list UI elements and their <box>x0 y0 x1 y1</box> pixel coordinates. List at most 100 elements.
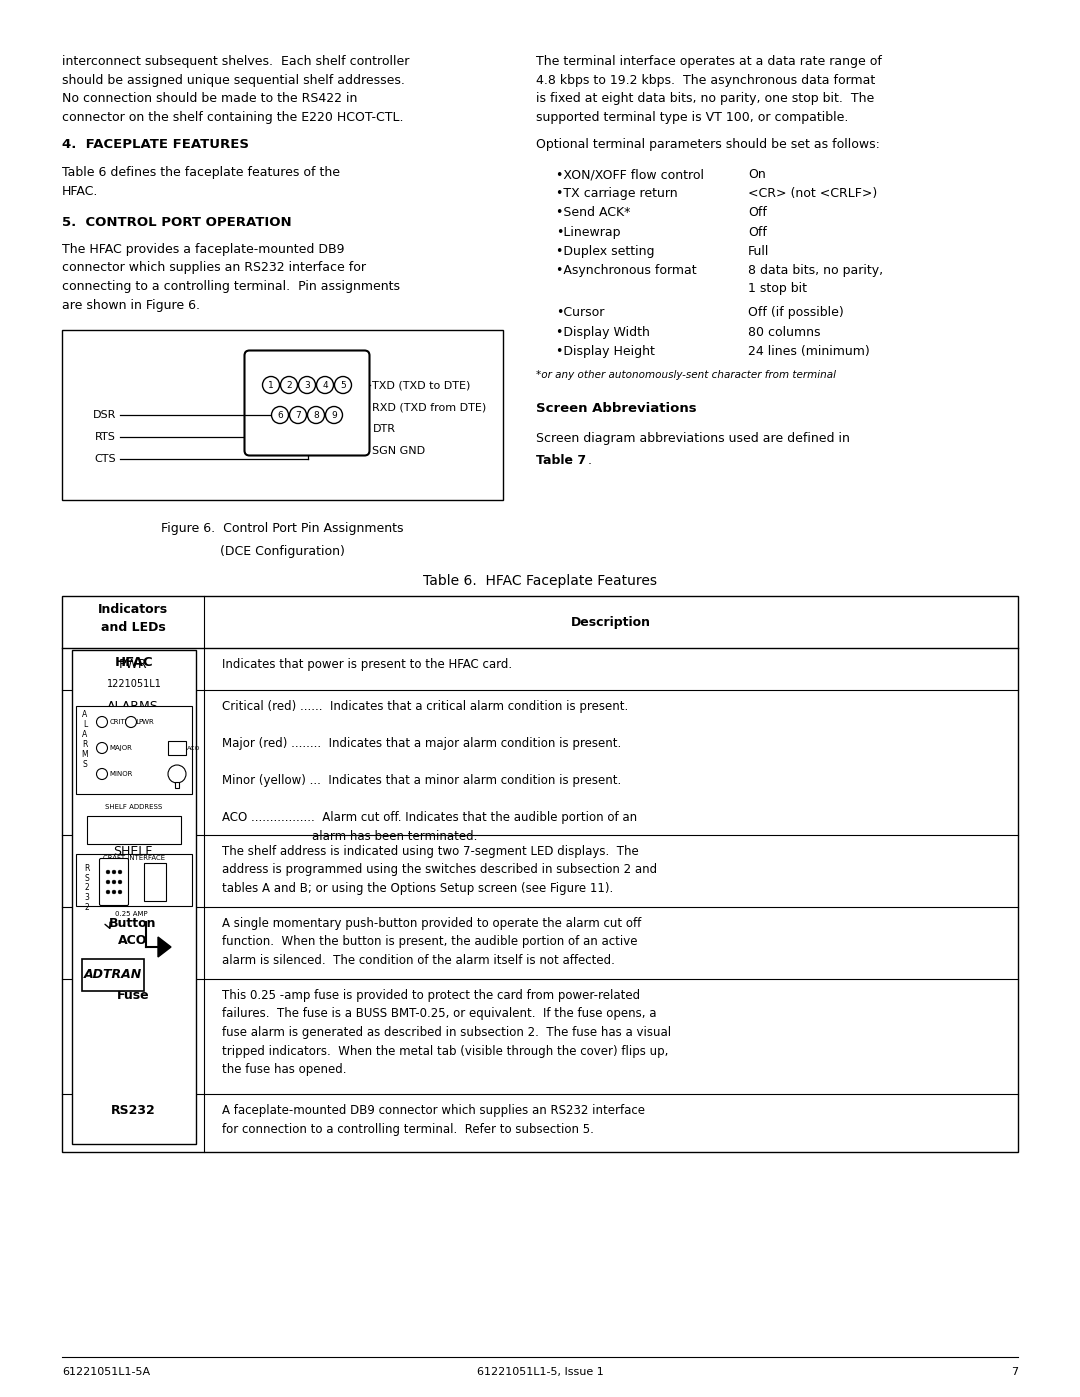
Bar <box>168 740 186 754</box>
Text: ALARMS: ALARMS <box>107 700 159 712</box>
Bar <box>62 330 503 500</box>
Circle shape <box>96 742 108 753</box>
Text: Description: Description <box>571 616 651 629</box>
Text: RS232: RS232 <box>110 1104 156 1118</box>
Text: PWR: PWR <box>138 719 154 725</box>
Text: Table 7: Table 7 <box>536 454 586 467</box>
Text: 8: 8 <box>313 411 319 419</box>
Circle shape <box>281 377 297 394</box>
Circle shape <box>262 377 280 394</box>
Text: •Display Width: •Display Width <box>556 326 650 338</box>
FancyBboxPatch shape <box>99 859 129 905</box>
Bar <box>175 782 179 788</box>
Text: Off (if possible): Off (if possible) <box>748 306 843 320</box>
Text: Critical (red) ......  Indicates that a critical alarm condition is present.

Ma: Critical (red) ...... Indicates that a c… <box>222 700 637 842</box>
Text: SGN GND: SGN GND <box>373 446 426 455</box>
Circle shape <box>96 717 108 728</box>
Circle shape <box>106 890 110 894</box>
Text: SHELF
ADDRESS: SHELF ADDRESS <box>103 845 163 876</box>
Text: 1221051L1: 1221051L1 <box>107 679 161 689</box>
Text: MINOR: MINOR <box>109 771 133 777</box>
Text: A
L
A
R
M
S: A L A R M S <box>82 710 89 770</box>
Text: R
S
2
3
2: R S 2 3 2 <box>84 863 90 912</box>
Text: •Asynchronous format: •Asynchronous format <box>556 264 697 277</box>
Circle shape <box>112 870 116 873</box>
Text: Figure 6.  Control Port Pin Assignments: Figure 6. Control Port Pin Assignments <box>161 522 404 535</box>
Text: TXD (TXD to DTE): TXD (TXD to DTE) <box>373 380 471 390</box>
Text: (DCE Configuration): (DCE Configuration) <box>220 545 345 557</box>
Text: •XON/XOFF flow control: •XON/XOFF flow control <box>556 168 704 182</box>
Text: 2: 2 <box>286 380 292 390</box>
Text: RXD (TXD from DTE): RXD (TXD from DTE) <box>373 402 487 412</box>
Text: Button
ACO: Button ACO <box>109 916 157 947</box>
FancyBboxPatch shape <box>244 351 369 455</box>
Text: Indicators
and LEDs: Indicators and LEDs <box>98 604 168 634</box>
Text: The terminal interface operates at a data rate range of
4.8 kbps to 19.2 kbps.  : The terminal interface operates at a dat… <box>536 54 882 123</box>
Text: <CR> (not <CRLF>): <CR> (not <CRLF>) <box>748 187 877 200</box>
Text: PWR: PWR <box>119 658 147 671</box>
Text: Optional terminal parameters should be set as follows:: Optional terminal parameters should be s… <box>536 138 880 151</box>
Circle shape <box>125 717 136 728</box>
Text: 8 data bits, no parity,
1 stop bit: 8 data bits, no parity, 1 stop bit <box>748 264 883 295</box>
Circle shape <box>289 407 307 423</box>
Circle shape <box>325 407 342 423</box>
Circle shape <box>316 377 334 394</box>
Text: BUSS GMT-X: BUSS GMT-X <box>152 863 158 901</box>
Text: Table 6.  HFAC Faceplate Features: Table 6. HFAC Faceplate Features <box>423 574 657 588</box>
Circle shape <box>112 890 116 894</box>
Text: Screen Abbreviations: Screen Abbreviations <box>536 402 697 415</box>
Bar <box>72 650 195 1144</box>
Circle shape <box>118 870 122 873</box>
Text: MAJOR: MAJOR <box>109 745 133 752</box>
Text: The HFAC provides a faceplate-mounted DB9
connector which supplies an RS232 inte: The HFAC provides a faceplate-mounted DB… <box>62 243 400 312</box>
Text: 9: 9 <box>332 411 337 419</box>
Text: Fuse: Fuse <box>117 989 149 1002</box>
Circle shape <box>308 407 324 423</box>
Text: DTR: DTR <box>373 425 395 434</box>
Text: •Send ACK*: •Send ACK* <box>556 207 631 219</box>
Text: interconnect subsequent shelves.  Each shelf controller
should be assigned uniqu: interconnect subsequent shelves. Each sh… <box>62 54 409 123</box>
Text: HFAC: HFAC <box>114 657 153 669</box>
Circle shape <box>96 768 108 780</box>
Text: 3: 3 <box>305 380 310 390</box>
Text: 5: 5 <box>340 380 346 390</box>
Text: SHELF ADDRESS: SHELF ADDRESS <box>106 805 163 810</box>
Circle shape <box>106 880 110 884</box>
Text: *or any other autonomously-sent character from terminal: *or any other autonomously-sent characte… <box>536 370 836 380</box>
Text: Screen diagram abbreviations used are defined in: Screen diagram abbreviations used are de… <box>536 432 850 446</box>
Text: 0.25 AMP: 0.25 AMP <box>114 911 147 916</box>
Circle shape <box>271 407 288 423</box>
Text: 5.  CONTROL PORT OPERATION: 5. CONTROL PORT OPERATION <box>62 217 292 229</box>
Text: CRAFT INTERFACE: CRAFT INTERFACE <box>103 855 165 861</box>
Polygon shape <box>158 937 171 957</box>
Text: 24 lines (minimum): 24 lines (minimum) <box>748 345 869 358</box>
Circle shape <box>118 880 122 884</box>
Bar <box>76 705 192 793</box>
Text: Full: Full <box>748 244 769 258</box>
Text: 80 columns: 80 columns <box>748 326 821 338</box>
Bar <box>87 816 181 844</box>
Text: CRITICAL: CRITICAL <box>109 719 140 725</box>
Text: .: . <box>588 454 592 467</box>
Text: A single momentary push-button provided to operate the alarm cut off
function.  : A single momentary push-button provided … <box>222 916 642 967</box>
Text: 1: 1 <box>268 380 274 390</box>
Circle shape <box>118 890 122 894</box>
Text: The shelf address is indicated using two 7-segment LED displays.  The
address is: The shelf address is indicated using two… <box>222 845 657 895</box>
Text: •TX carriage return: •TX carriage return <box>556 187 677 200</box>
Text: 4: 4 <box>322 380 328 390</box>
Text: Indicates that power is present to the HFAC card.: Indicates that power is present to the H… <box>222 658 512 671</box>
Text: 61221051L1-5A: 61221051L1-5A <box>62 1368 150 1377</box>
Bar <box>82 958 144 990</box>
Text: 7: 7 <box>295 411 301 419</box>
Circle shape <box>298 377 315 394</box>
Text: 7: 7 <box>1011 1368 1018 1377</box>
Circle shape <box>112 880 116 884</box>
Text: On: On <box>748 168 766 182</box>
Text: RTS: RTS <box>95 432 116 441</box>
Text: Off: Off <box>748 207 767 219</box>
Text: 61221051L1-5, Issue 1: 61221051L1-5, Issue 1 <box>476 1368 604 1377</box>
Text: •Duplex setting: •Duplex setting <box>556 244 654 258</box>
Text: •Cursor: •Cursor <box>556 306 605 320</box>
Bar <box>76 854 192 907</box>
Text: DSR: DSR <box>93 409 116 420</box>
